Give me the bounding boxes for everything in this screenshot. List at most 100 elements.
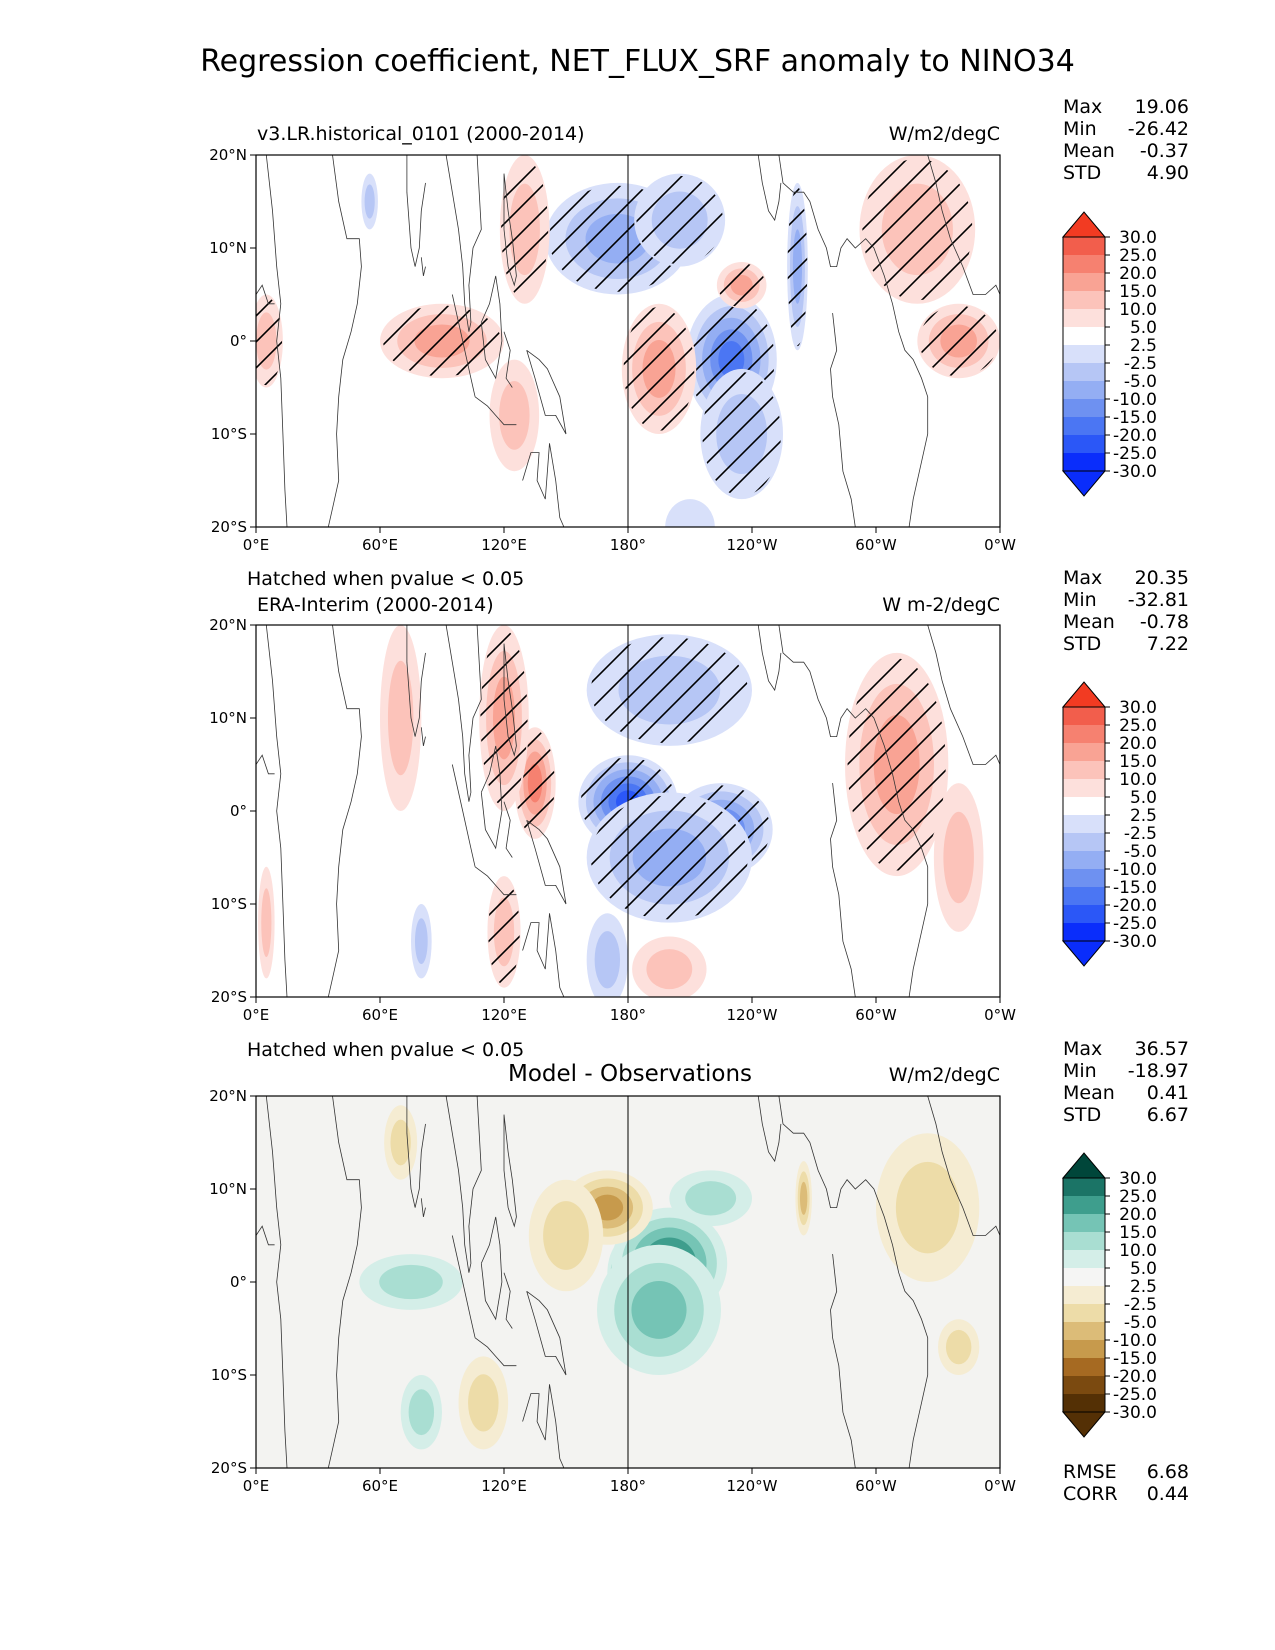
colorbar-tick-label: 2.5 — [1130, 806, 1157, 826]
coastline — [327, 625, 362, 997]
anomaly-feature — [845, 652, 949, 877]
coastline — [474, 1337, 517, 1367]
anomaly-feature — [665, 499, 715, 527]
colorbar-segment — [1063, 1358, 1105, 1376]
coastline — [522, 443, 565, 527]
stat-label: Min — [1063, 1060, 1097, 1082]
colorbar-tick-label: -5.0 — [1124, 1313, 1157, 1333]
anomaly-feature — [458, 1356, 509, 1450]
coastline — [757, 155, 782, 222]
colorbar-min-extension — [1061, 1411, 1107, 1438]
y-tick-label: 10°S — [211, 895, 247, 913]
stat-label: Min — [1063, 118, 1097, 140]
metric-label: RMSE — [1063, 1461, 1117, 1483]
colorbar-tick-label: 20.0 — [1119, 1205, 1157, 1225]
anomaly-feature — [258, 866, 275, 979]
panel-1-units: W/m2/degC — [888, 123, 1000, 145]
anomaly-feature — [411, 904, 432, 979]
coastline — [778, 155, 929, 527]
colorbar-tick-label: -2.5 — [1124, 824, 1157, 844]
y-tick-label: 20°S — [211, 988, 247, 1006]
stat-row-std: STD 7.22 — [1063, 633, 1189, 655]
colorbar-segment — [1063, 923, 1105, 941]
stat-value: 19.06 — [1134, 96, 1189, 118]
anomaly-feature — [597, 1244, 721, 1375]
coastline — [406, 625, 426, 737]
stat-value: -26.42 — [1127, 118, 1189, 140]
colorbar-tick-label: -25.0 — [1113, 914, 1157, 934]
stat-value: 36.57 — [1134, 1038, 1189, 1060]
x-tick-label: 0°E — [243, 1477, 270, 1495]
coastline — [420, 727, 426, 746]
colorbar-tick-label: -25.0 — [1113, 1385, 1157, 1405]
metric-row-rmse: RMSE 6.68 — [1063, 1461, 1189, 1483]
x-tick-label: 180° — [610, 536, 646, 554]
anomaly-feature — [632, 936, 707, 997]
y-tick-label: 10°N — [209, 1180, 247, 1198]
coastline — [778, 625, 929, 997]
coastline — [526, 1290, 567, 1376]
x-tick-label: 60°E — [362, 1006, 398, 1024]
panel-2-units: W m-2/degC — [882, 594, 1000, 616]
colorbar-segment — [1063, 291, 1105, 309]
stat-label: Mean — [1063, 611, 1115, 633]
significance-hatch — [718, 263, 766, 308]
x-tick-label: 0°W — [984, 536, 1016, 554]
coastline — [522, 913, 565, 997]
contour-band — [414, 918, 428, 965]
colorbar-tick-label: -30.0 — [1113, 1403, 1157, 1423]
contour-band — [895, 1161, 960, 1254]
x-tick-label: 120°W — [727, 1477, 778, 1495]
panel-1-hatch-note: Hatched when pvalue < 0.05 — [247, 568, 525, 590]
stat-value: 4.90 — [1146, 162, 1189, 184]
x-tick-label: 120°E — [481, 536, 527, 554]
contour-band — [799, 1181, 808, 1215]
colorbar-frame — [1062, 1177, 1106, 1413]
colorbar-max-extension — [1061, 1152, 1107, 1179]
stat-value: -18.97 — [1127, 1060, 1189, 1082]
colorbar-tick-label: -30.0 — [1113, 932, 1157, 952]
stat-value: -32.81 — [1127, 589, 1189, 611]
anomaly-feature — [359, 1254, 463, 1310]
metric-label: CORR — [1063, 1483, 1118, 1505]
contour-band — [390, 1119, 411, 1166]
stat-row-std: STD 6.67 — [1063, 1104, 1189, 1126]
colorbar-tick-label: 10.0 — [1119, 1241, 1157, 1261]
x-tick-label: 0°W — [984, 1477, 1016, 1495]
coastline — [757, 1096, 782, 1163]
y-tick-label: 20°S — [211, 1459, 247, 1477]
colorbar-tick-label: -25.0 — [1113, 444, 1157, 464]
coastline — [445, 625, 482, 802]
colorbar-segment — [1063, 417, 1105, 435]
coastline — [503, 1114, 517, 1228]
coastline — [830, 783, 856, 997]
metric-value: 6.68 — [1146, 1461, 1189, 1483]
anomaly-feature — [384, 1105, 418, 1180]
anomaly-feature — [933, 783, 984, 932]
y-tick-label: 0° — [230, 332, 247, 350]
y-tick-label: 20°S — [211, 518, 247, 536]
anomaly-feature — [361, 173, 378, 230]
colorbar-segment — [1063, 255, 1105, 273]
anomaly-feature — [917, 303, 1000, 379]
colorbar-tick-label: -20.0 — [1113, 1367, 1157, 1387]
x-tick-label: 0°E — [243, 536, 270, 554]
coastline — [503, 1272, 513, 1329]
panel-3-stats: Max 36.57 Min -18.97 Mean 0.41 STD 6.67 — [1063, 1038, 1189, 1126]
stat-value: 0.41 — [1146, 1082, 1189, 1104]
coastline — [526, 349, 567, 435]
coastline — [503, 331, 513, 388]
colorbar-tick-label: -15.0 — [1113, 408, 1157, 428]
colorbar-segment — [1063, 1178, 1105, 1196]
y-tick-label: 20°N — [209, 146, 247, 164]
anomaly-feature — [489, 359, 540, 472]
colorbar-segment — [1063, 851, 1105, 869]
x-tick-label: 60°W — [855, 1477, 897, 1495]
colorbar-tick-label: 25.0 — [1119, 246, 1157, 266]
colorbar-tick-label: 15.0 — [1119, 752, 1157, 772]
coastline — [265, 155, 288, 527]
coastline — [451, 294, 476, 397]
colorbar-max-extension — [1061, 681, 1107, 708]
coastline — [406, 155, 426, 267]
colorbar-segment — [1063, 1340, 1105, 1358]
